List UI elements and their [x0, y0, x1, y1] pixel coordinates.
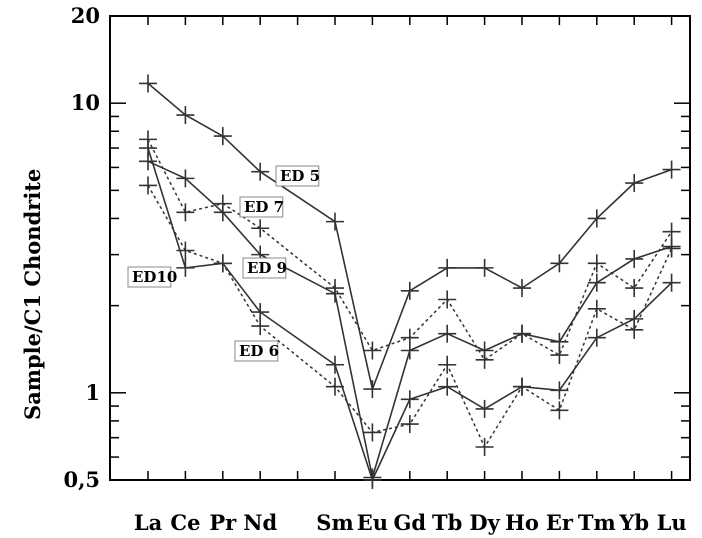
x-tick-label-eu: Eu	[357, 510, 388, 535]
x-tick-label-pr: Pr	[209, 510, 237, 535]
y-tick-label: 20	[71, 3, 100, 28]
svg-text:ED10: ED10	[132, 268, 177, 286]
data-point-marker	[550, 254, 569, 273]
data-point-marker	[513, 324, 531, 343]
data-point-marker	[438, 290, 457, 309]
y-tick-label: 10	[71, 90, 100, 115]
data-point-marker	[513, 279, 531, 298]
data-point-marker	[363, 380, 382, 399]
data-point-marker	[662, 160, 681, 179]
data-point-marker	[139, 74, 157, 93]
series-line-ed7	[147, 139, 673, 361]
series-line-ed6	[147, 147, 673, 483]
data-point-marker	[400, 281, 419, 300]
data-point-marker	[251, 303, 270, 322]
series-label-ed7: ED 7	[239, 196, 284, 218]
series-label-ed9: ED 9	[242, 257, 287, 279]
data-point-marker	[475, 399, 494, 418]
data-point-marker	[363, 471, 382, 489]
data-point-marker	[625, 174, 644, 193]
data-point-marker	[363, 423, 382, 442]
data-point-marker	[213, 254, 232, 273]
x-tick-label-tb: Tb	[432, 510, 462, 535]
plot-frame	[109, 15, 691, 481]
series-labels: ED 5 ED 7 ED 9 ED10 ED 6	[127, 165, 320, 362]
y-ticks: 0,5 1 10 20	[63, 3, 690, 492]
data-point-marker	[475, 258, 494, 277]
data-point-marker	[513, 377, 531, 396]
data-point-marker	[625, 279, 644, 298]
data-point-marker	[400, 390, 419, 409]
data-point-marker	[438, 324, 457, 343]
data-point-marker	[326, 377, 344, 396]
data-point-marker	[176, 241, 195, 260]
data-point-marker	[400, 341, 419, 360]
data-point-marker	[550, 381, 569, 400]
x-ticks: La Ce Pr Nd Sm Eu Gd Tb Dy Ho Er Tm Yb Lu	[134, 16, 687, 535]
data-point-marker	[587, 254, 606, 273]
data-point-marker	[326, 355, 344, 374]
series-label-ed5: ED 5	[275, 165, 320, 187]
data-point-marker	[326, 284, 344, 303]
data-point-marker	[550, 332, 569, 351]
y-tick-label: 0,5	[63, 467, 100, 492]
series-label-ed10: ED10	[127, 266, 177, 288]
x-tick-label-tm: Tm	[578, 510, 616, 535]
data-point-marker	[213, 203, 232, 222]
series-line-ed10	[147, 185, 673, 449]
data-point-marker	[326, 212, 344, 231]
data-point-marker	[139, 139, 157, 158]
data-point-marker	[587, 328, 606, 347]
y-axis-label: Sample/C1 Chondrite	[20, 169, 45, 420]
data-point-marker	[400, 415, 419, 434]
series-line-ed5	[147, 82, 672, 392]
y-tick-label: 1	[85, 380, 100, 405]
data-point-marker	[176, 106, 195, 125]
svg-text:ED 7: ED 7	[244, 198, 284, 216]
series-label-ed6: ED 6	[234, 340, 279, 362]
data-point-marker	[213, 127, 232, 146]
x-tick-label-dy: Dy	[469, 510, 500, 535]
x-tick-label-lu: Lu	[657, 510, 687, 535]
data-point-marker	[251, 162, 270, 181]
data-point-marker	[662, 273, 681, 292]
data-point-marker	[139, 176, 157, 195]
svg-text:ED 5: ED 5	[280, 167, 320, 185]
svg-text:ED 9: ED 9	[247, 259, 287, 277]
data-point-marker	[662, 239, 681, 258]
x-tick-label-er: Er	[546, 510, 574, 535]
x-tick-label-ho: Ho	[505, 510, 539, 535]
x-tick-label-nd: Nd	[243, 510, 277, 535]
data-point-marker	[475, 341, 494, 360]
x-tick-label-sm: Sm	[316, 510, 353, 535]
data-point-marker	[587, 299, 606, 318]
data-point-marker	[176, 258, 195, 277]
data-point-marker	[438, 355, 457, 374]
data-point-marker	[587, 209, 606, 228]
data-point-marker	[475, 437, 494, 456]
svg-text:ED 6: ED 6	[239, 342, 279, 360]
data-point-marker	[438, 377, 457, 396]
data-point-marker	[176, 169, 195, 188]
x-tick-label-gd: Gd	[393, 510, 426, 535]
x-tick-label-la: La	[134, 510, 163, 535]
data-point-marker	[550, 401, 569, 420]
x-tick-label-yb: Yb	[618, 510, 649, 535]
data-point-marker	[251, 219, 270, 238]
series-line-ed9	[147, 160, 672, 478]
data-point-marker	[438, 258, 457, 277]
data-point-marker	[587, 273, 606, 292]
data-point-marker	[625, 249, 644, 268]
data-point-marker	[176, 203, 195, 222]
data-point-marker	[625, 309, 644, 328]
x-tick-label-ce: Ce	[170, 510, 200, 535]
series-group	[139, 74, 681, 489]
axes	[109, 15, 691, 481]
data-point-marker	[363, 341, 382, 360]
